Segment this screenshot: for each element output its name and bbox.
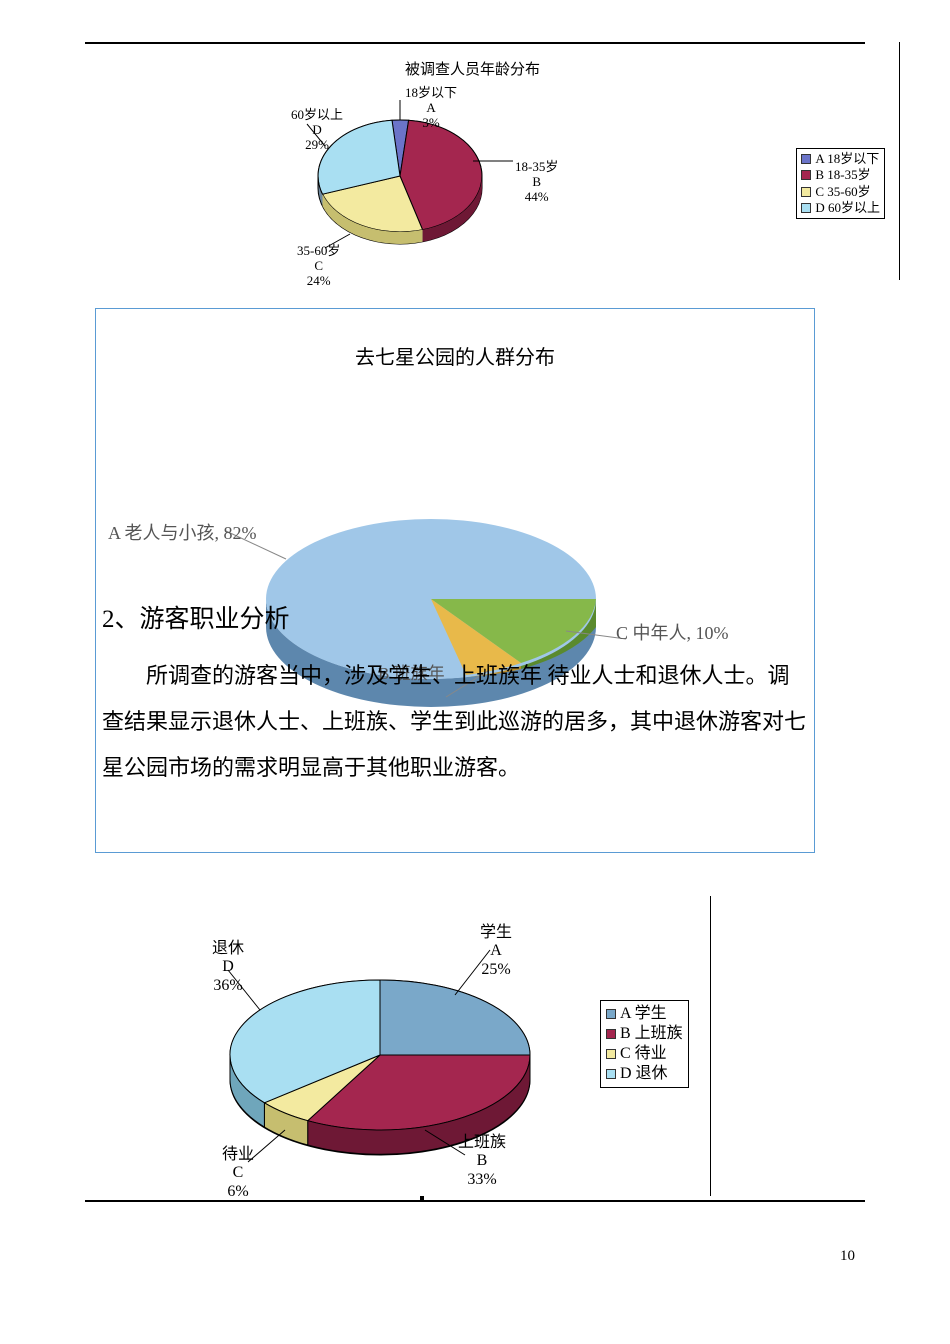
population-distribution-panel: 去七星公园的人群分布 A 老人与小孩, 82% B 班族年 xyxy=(95,308,815,853)
legend3-row-d: D 退休 xyxy=(606,1064,683,1084)
chart1-label-a: 18岁以下A3% xyxy=(405,86,457,131)
legend1-row-b: B 18-35岁 xyxy=(801,167,880,183)
chart3-slice-a xyxy=(380,980,530,1055)
legend1-row-d: D 60岁以上 xyxy=(801,200,880,216)
legend1-label-c: C 35-60岁 xyxy=(815,184,870,200)
chart1-right-separator xyxy=(899,42,900,280)
bottom-rule xyxy=(85,1200,865,1202)
legend3-label-a: A 学生 xyxy=(620,1004,667,1024)
chart1-label-d: 60岁以上D29% xyxy=(291,108,343,153)
chart3-pie xyxy=(190,930,590,1180)
legend1-row-c: C 35-60岁 xyxy=(801,184,880,200)
chart2-label-c: C 中年人, 10% xyxy=(616,619,729,645)
chart1-label-c: 35-60岁C24% xyxy=(297,244,340,289)
chart3-right-separator xyxy=(710,896,711,1196)
chart3-legend: A 学生 B 上班族 C 待业 D 退休 xyxy=(600,1000,689,1088)
page-number: 10 xyxy=(840,1248,855,1265)
chart1-legend: A 18岁以下 B 18-35岁 C 35-60岁 D 60岁以上 xyxy=(796,148,885,219)
occupation-chart: 学生A25% 上班族B33% 待业C6% 退休D36% A 学生 B 上班族 C… xyxy=(190,930,710,1200)
chart1-title: 被调查人员年龄分布 xyxy=(405,58,540,79)
chart3-label-d: 退休D36% xyxy=(212,940,244,995)
chart3-label-a: 学生A25% xyxy=(480,924,512,979)
legend1-label-d: D 60岁以上 xyxy=(815,200,880,216)
section-2-body: 所调查的游客当中，涉及学生、上班族年 待业人士和退休人士。调查结果显示退休人士、… xyxy=(102,653,808,792)
top-rule xyxy=(85,42,865,44)
legend3-row-c: C 待业 xyxy=(606,1044,683,1064)
chart1-label-b: 18-35岁B44% xyxy=(515,160,558,205)
section-2-heading: 2、游客职业分析 xyxy=(102,599,290,635)
age-distribution-chart: 被调查人员年龄分布 xyxy=(205,58,745,288)
legend3-label-c: C 待业 xyxy=(620,1044,667,1064)
chart3-label-b: 上班族B33% xyxy=(458,1134,506,1189)
legend1-label-a: A 18岁以下 xyxy=(815,151,879,167)
legend3-row-b: B 上班族 xyxy=(606,1024,683,1044)
chart2-label-a: A 老人与小孩, 82% xyxy=(108,519,257,545)
chart2-title: 去七星公园的人群分布 xyxy=(96,341,814,370)
legend1-row-a: A 18岁以下 xyxy=(801,151,880,167)
legend3-row-a: A 学生 xyxy=(606,1004,683,1024)
chart3-label-c: 待业C6% xyxy=(222,1146,254,1201)
legend3-label-b: B 上班族 xyxy=(620,1024,683,1044)
legend1-label-b: B 18-35岁 xyxy=(815,167,870,183)
legend3-label-d: D 退休 xyxy=(620,1064,668,1084)
